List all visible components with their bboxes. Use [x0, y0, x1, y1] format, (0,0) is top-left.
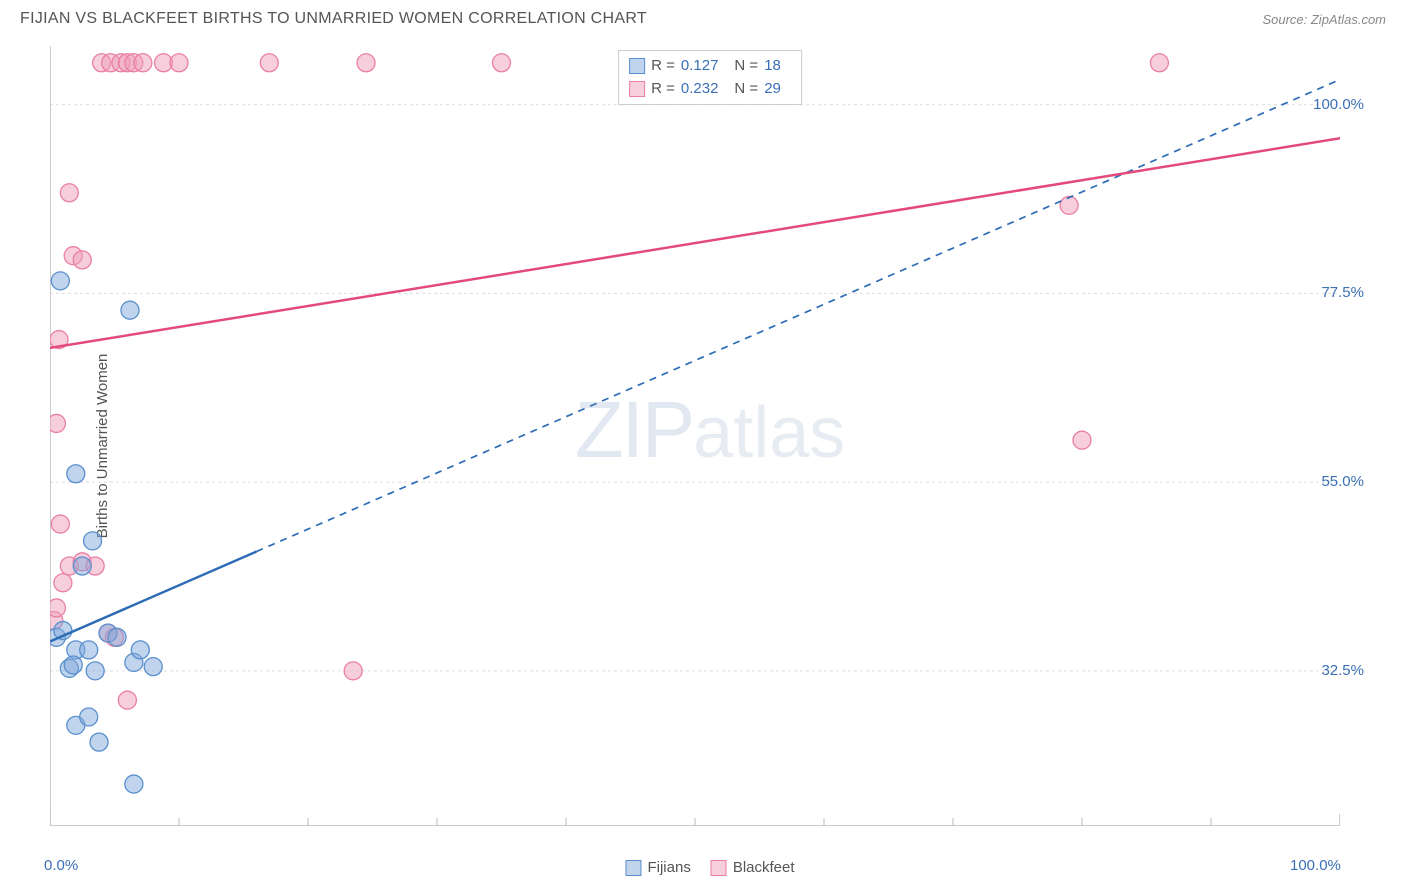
- legend-label: Blackfeet: [733, 859, 795, 876]
- y-tick-label: 100.0%: [1313, 96, 1364, 113]
- n-label: N =: [734, 78, 758, 101]
- r-label: R =: [651, 55, 675, 78]
- n-value: 29: [764, 78, 781, 101]
- watermark-zip: ZIP: [575, 385, 693, 474]
- legend-item: Blackfeet: [711, 859, 795, 876]
- n-value: 18: [764, 55, 781, 78]
- y-tick-label: 55.0%: [1321, 473, 1364, 490]
- y-tick-label: 77.5%: [1321, 284, 1364, 301]
- source-attribution: Source: ZipAtlas.com: [1262, 12, 1386, 27]
- stat-legend-row: R = 0.127 N = 18: [629, 55, 791, 78]
- stat-legend: R = 0.127 N = 18 R = 0.232 N = 29: [618, 50, 802, 105]
- legend-swatch: [629, 58, 645, 74]
- x-tick-label: 0.0%: [44, 857, 78, 874]
- legend-swatch: [625, 860, 641, 876]
- r-value: 0.232: [681, 78, 719, 101]
- bottom-legend: Fijians Blackfeet: [625, 859, 794, 876]
- plot-container: ZIPatlas R = 0.127 N = 18 R = 0.232 N = …: [50, 46, 1370, 846]
- watermark: ZIPatlas: [575, 384, 846, 476]
- chart-title: FIJIAN VS BLACKFEET BIRTHS TO UNMARRIED …: [20, 10, 647, 28]
- x-tick-label: 100.0%: [1290, 857, 1341, 874]
- watermark-atlas: atlas: [693, 393, 845, 473]
- stat-legend-row: R = 0.232 N = 29: [629, 78, 791, 101]
- n-label: N =: [734, 55, 758, 78]
- r-label: R =: [651, 78, 675, 101]
- legend-label: Fijians: [647, 859, 690, 876]
- legend-swatch: [711, 860, 727, 876]
- chart-header: FIJIAN VS BLACKFEET BIRTHS TO UNMARRIED …: [0, 0, 1406, 34]
- legend-item: Fijians: [625, 859, 690, 876]
- r-value: 0.127: [681, 55, 719, 78]
- legend-swatch: [629, 81, 645, 97]
- y-tick-label: 32.5%: [1321, 662, 1364, 679]
